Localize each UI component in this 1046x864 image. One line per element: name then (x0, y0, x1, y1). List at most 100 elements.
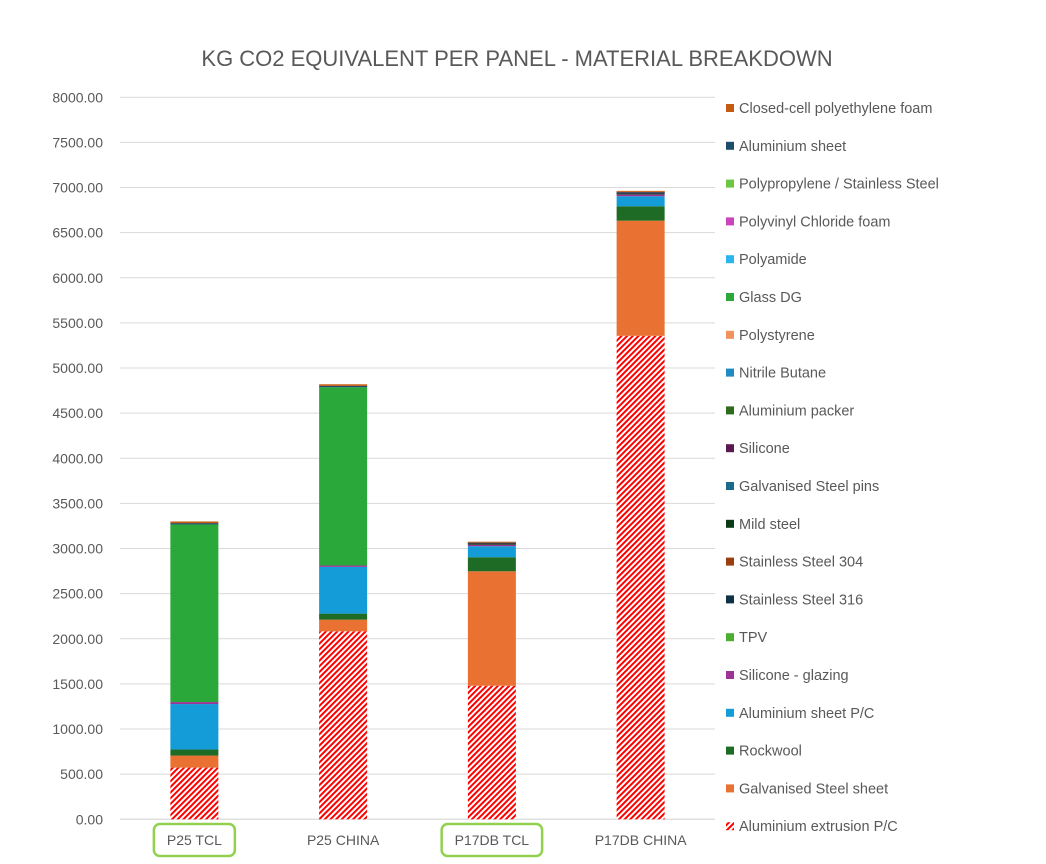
bar-segment (467, 571, 516, 686)
bar-segment (170, 767, 219, 820)
legend-label: Aluminium sheet (739, 139, 846, 155)
legend-label: Nitrile Butane (739, 366, 826, 382)
legend-swatch (726, 104, 734, 112)
legend-swatch (726, 708, 734, 717)
category-highlight-box (440, 822, 544, 858)
bar-segment (616, 335, 665, 820)
bar-segment (170, 704, 219, 750)
legend-item: Stainless Steel 316 (726, 592, 863, 608)
legend-item: Polyamide (726, 252, 807, 268)
y-tick-label: 2500.00 (52, 586, 103, 602)
y-tick-label: 7500.00 (52, 134, 103, 150)
x-tick-label: P17DB CHINA (595, 832, 687, 848)
gridlines (120, 96, 715, 820)
bar-segment (170, 521, 219, 524)
bar-segment (467, 685, 516, 820)
legend-label: Aluminium packer (739, 403, 854, 419)
y-tick-label: 0.00 (76, 811, 103, 827)
legend-item: Glass DG (726, 290, 802, 306)
legend-swatch (726, 671, 734, 679)
legend-item: Aluminium sheet P/C (726, 706, 874, 722)
y-tick-label: 7000.00 (52, 180, 103, 196)
legend-item: Aluminium sheet (726, 139, 846, 155)
legend-item: Galvanised Steel pins (726, 479, 879, 495)
legend-swatch (726, 141, 734, 150)
bar-segment (170, 749, 219, 756)
legend-label: Stainless Steel 304 (739, 555, 863, 571)
y-axis-ticks: 0.00 500.00 1000.00 1500.00 2000.00 2500.00 30… (52, 89, 103, 827)
bar-segment (170, 523, 219, 525)
legend-swatch (726, 595, 734, 604)
chart-title: KG CO2 EQUIVALENT PER PANEL - MATERIAL B… (201, 46, 832, 71)
legend-item: Polyvinyl Chloride foam (726, 214, 891, 230)
legend-label: Silicone - glazing (739, 668, 849, 684)
bar-segment (319, 613, 368, 620)
legend-label: TPV (739, 630, 768, 646)
legend-item: TPV (726, 630, 768, 646)
bar-segment (616, 192, 665, 193)
y-tick-label: 1000.00 (52, 721, 103, 737)
category-highlight-box (152, 822, 237, 858)
x-axis-labels: P25 TCL P25 CHINA P17DB TCL P17DB CHINA (152, 822, 687, 858)
legend-item: Rockwool (726, 744, 802, 760)
legend-swatch (726, 482, 734, 490)
legend-item: Mild steel (726, 517, 800, 533)
bar-segment (319, 631, 368, 820)
bar-segment (616, 194, 665, 197)
x-tick-label: P25 CHINA (307, 832, 380, 848)
legend-item: Galvanised Steel sheet (726, 781, 888, 797)
legend-label: Rockwool (739, 744, 802, 760)
legend-item: Closed-cell polyethylene foam (726, 101, 932, 117)
legend-swatch (726, 217, 734, 226)
y-tick-label: 3500.00 (52, 495, 103, 511)
legend-label: Polyamide (739, 252, 807, 268)
legend-label: Closed-cell polyethylene foam (739, 101, 932, 117)
bar-segment (467, 543, 516, 545)
bar-segment (616, 220, 665, 336)
bar-segment (616, 206, 665, 221)
y-tick-label: 5500.00 (52, 315, 103, 331)
y-tick-label: 4000.00 (52, 450, 103, 466)
legend-label: Galvanised Steel sheet (739, 781, 888, 797)
legend-swatch (726, 330, 734, 339)
legend-item: Nitrile Butane (726, 366, 826, 382)
bar-segment (170, 524, 219, 703)
legend-swatch (726, 822, 734, 831)
legend-swatch (726, 633, 734, 642)
y-tick-label: 1500.00 (52, 676, 103, 692)
legend-swatch (726, 557, 734, 566)
legend-label: Silicone (739, 441, 790, 457)
legend-label: Glass DG (739, 290, 802, 306)
y-tick-label: 5000.00 (52, 360, 103, 376)
bar-segment (319, 566, 368, 614)
x-tick-label: P17DB TCL (455, 832, 530, 848)
legend: Closed-cell polyethylene foam Aluminium s… (726, 101, 939, 835)
legend-item: Polypropylene / Stainless Steel (726, 177, 939, 193)
legend-swatch (726, 444, 734, 453)
y-tick-label: 8000.00 (52, 89, 103, 105)
y-tick-label: 2000.00 (52, 631, 103, 647)
bar-segment (319, 565, 368, 567)
legend-swatch (726, 255, 734, 264)
legend-label: Aluminium sheet P/C (739, 706, 874, 722)
legend-swatch (726, 406, 734, 415)
legend-label: Polyvinyl Chloride foam (739, 214, 891, 230)
legend-item: Silicone (726, 441, 790, 457)
bar-segment (467, 544, 516, 547)
legend-item: Stainless Steel 304 (726, 555, 863, 571)
bar-segment (319, 619, 368, 632)
legend-item: Polystyrene (726, 328, 815, 344)
legend-label: Polystyrene (739, 328, 815, 344)
legend-label: Aluminium extrusion P/C (739, 819, 898, 835)
legend-label: Mild steel (739, 517, 800, 533)
bar-segment (170, 755, 219, 768)
legend-label: Stainless Steel 316 (739, 592, 863, 608)
y-tick-label: 3000.00 (52, 541, 103, 557)
bar-segment (467, 541, 516, 543)
bar-segment (616, 190, 665, 192)
y-tick-label: 500.00 (60, 766, 103, 782)
bars (170, 190, 665, 820)
legend-swatch (726, 746, 734, 755)
legend-swatch (726, 784, 734, 793)
y-tick-label: 4500.00 (52, 405, 103, 421)
